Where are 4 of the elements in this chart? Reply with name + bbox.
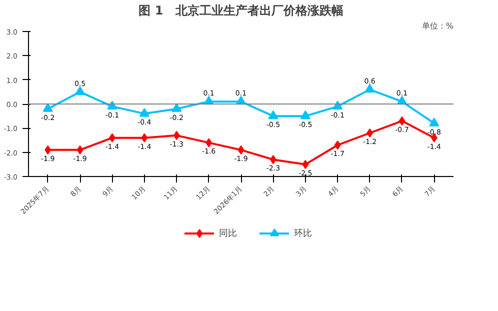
- legend-label: 同比: [219, 228, 238, 240]
- legend-label: 环比: [294, 228, 313, 240]
- chart-title: 图 1 北京工业生产者出厂价格涨跌幅: [138, 4, 344, 18]
- text: 单位：%: [422, 22, 454, 30]
